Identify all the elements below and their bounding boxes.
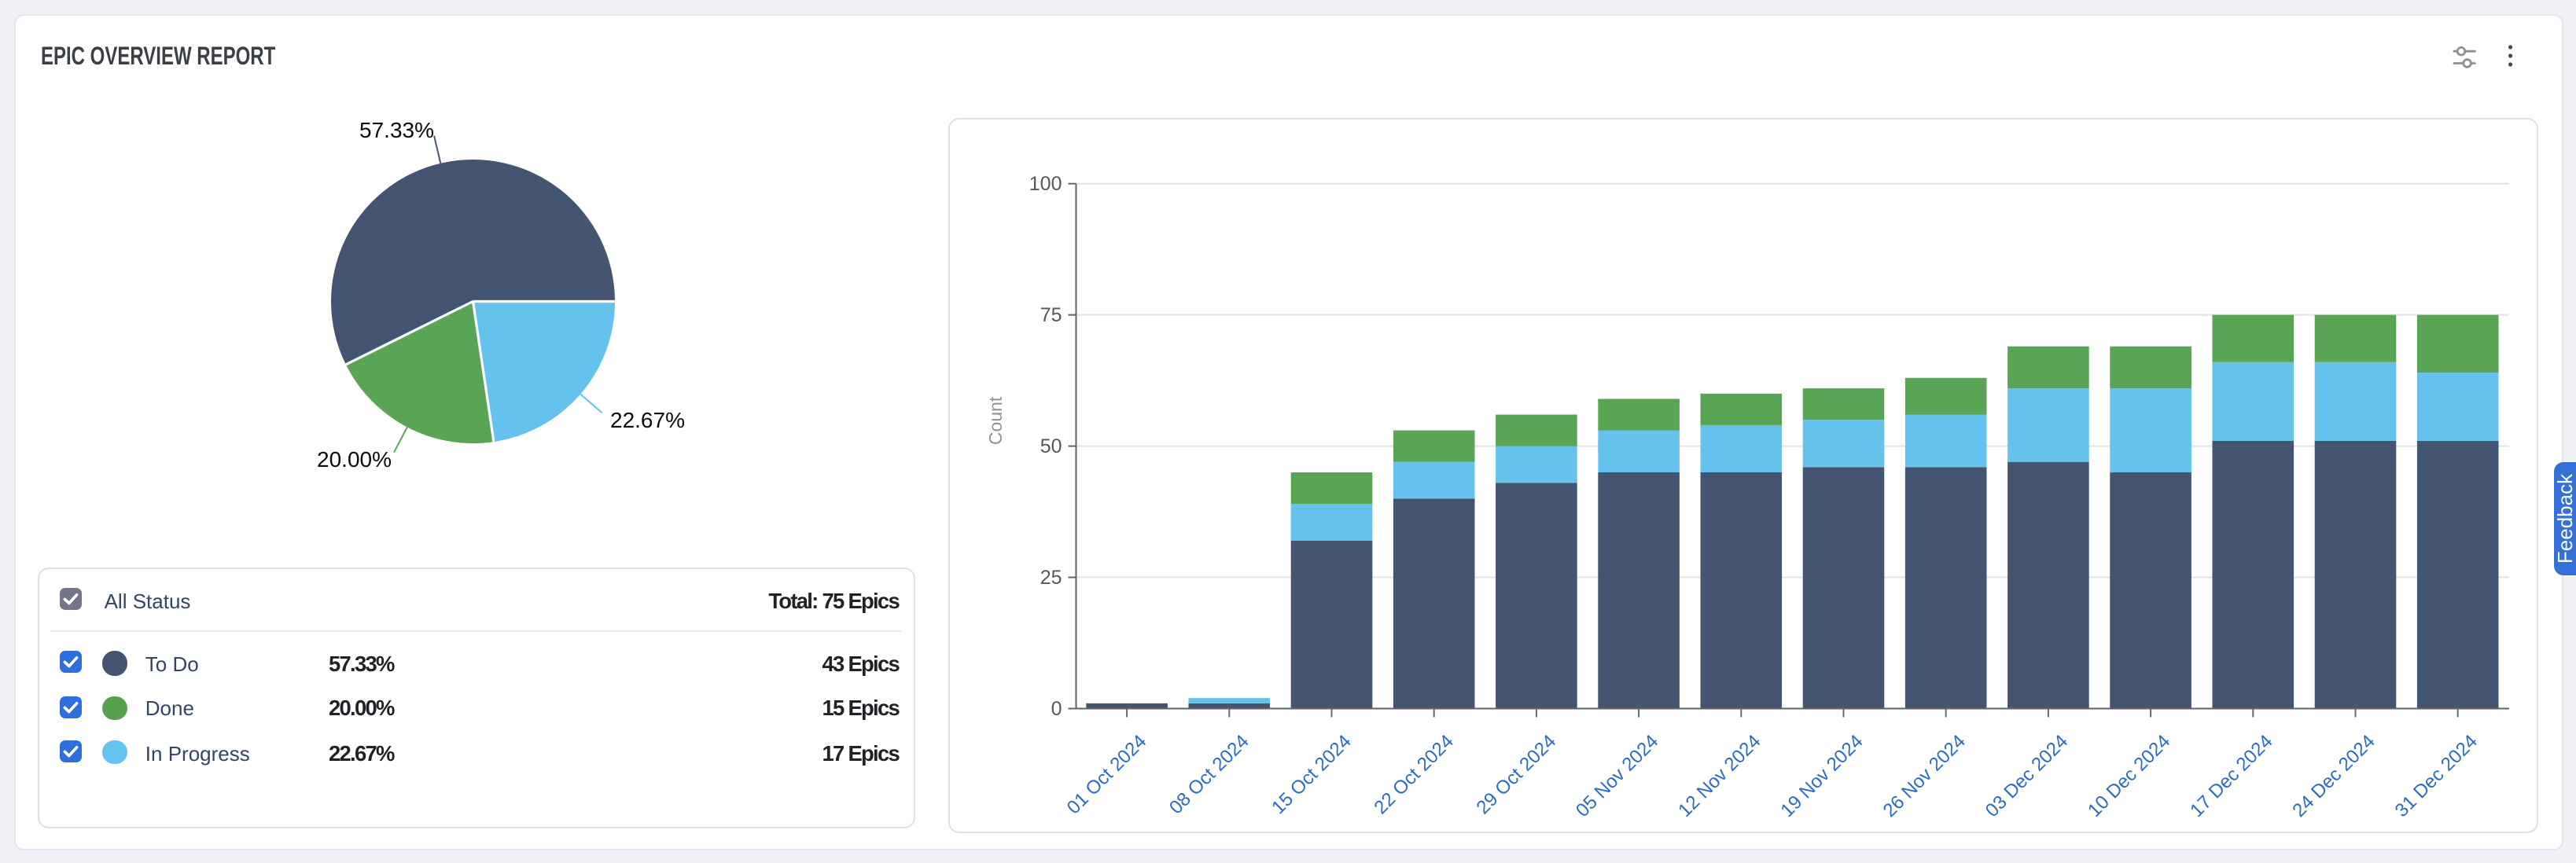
svg-text:05 Nov 2024: 05 Nov 2024 bbox=[1571, 731, 1662, 821]
svg-text:22 Oct 2024: 22 Oct 2024 bbox=[1369, 731, 1457, 819]
svg-text:24 Dec 2024: 24 Dec 2024 bbox=[2287, 731, 2378, 821]
svg-text:50: 50 bbox=[1040, 435, 1062, 457]
svg-text:15 Oct 2024: 15 Oct 2024 bbox=[1267, 731, 1355, 819]
svg-text:26 Nov 2024: 26 Nov 2024 bbox=[1879, 731, 1969, 821]
svg-text:100: 100 bbox=[1029, 173, 1062, 195]
svg-text:57.33%: 57.33% bbox=[359, 118, 434, 142]
svg-text:22.67%: 22.67% bbox=[610, 408, 685, 432]
svg-text:0: 0 bbox=[1051, 698, 1062, 720]
svg-text:12 Nov 2024: 12 Nov 2024 bbox=[1673, 731, 1764, 821]
svg-text:17 Dec 2024: 17 Dec 2024 bbox=[2185, 731, 2276, 821]
svg-text:01 Oct 2024: 01 Oct 2024 bbox=[1062, 731, 1150, 819]
svg-text:08 Oct 2024: 08 Oct 2024 bbox=[1165, 731, 1253, 819]
svg-text:31 Dec 2024: 31 Dec 2024 bbox=[2390, 731, 2481, 821]
svg-text:20.00%: 20.00% bbox=[317, 447, 392, 472]
svg-text:29 Oct 2024: 29 Oct 2024 bbox=[1472, 731, 1560, 819]
svg-text:75: 75 bbox=[1040, 304, 1062, 326]
svg-text:Count: Count bbox=[984, 396, 1005, 445]
svg-text:19 Nov 2024: 19 Nov 2024 bbox=[1776, 731, 1866, 821]
svg-text:10 Dec 2024: 10 Dec 2024 bbox=[2083, 731, 2173, 821]
svg-text:03 Dec 2024: 03 Dec 2024 bbox=[1981, 731, 2071, 821]
svg-text:25: 25 bbox=[1040, 567, 1062, 589]
